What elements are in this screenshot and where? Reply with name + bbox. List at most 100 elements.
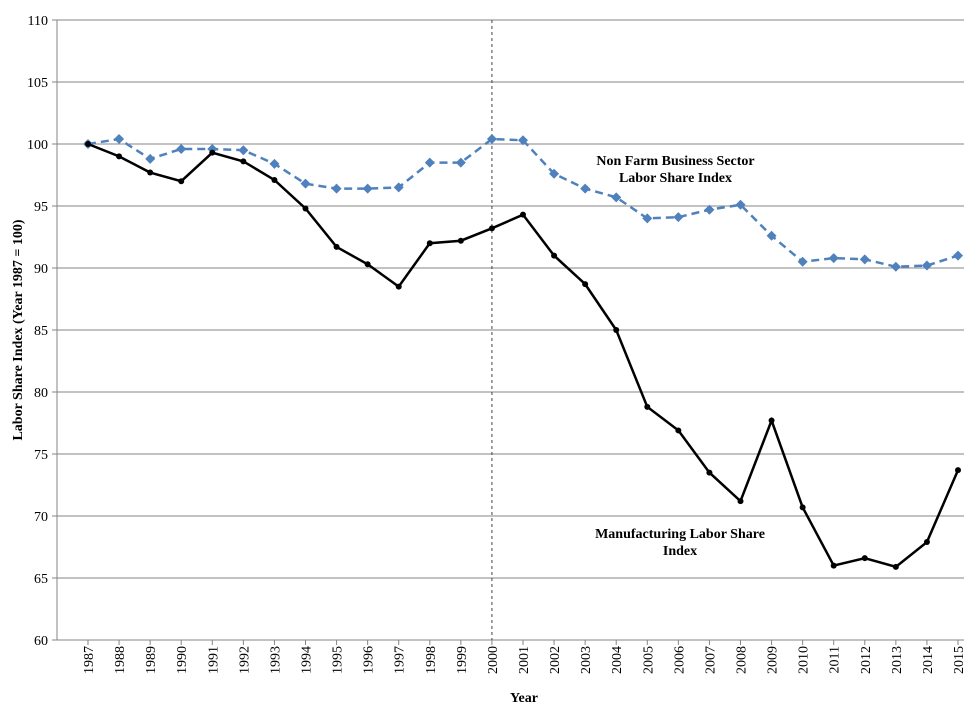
marker bbox=[673, 212, 684, 223]
marker bbox=[331, 183, 342, 194]
marker bbox=[953, 250, 963, 261]
marker bbox=[613, 327, 620, 333]
x-tick-label: 2009 bbox=[766, 646, 781, 674]
x-tick-label: 2001 bbox=[517, 646, 532, 674]
marker bbox=[797, 256, 808, 267]
y-tick-label: 95 bbox=[34, 200, 48, 215]
marker bbox=[675, 427, 682, 434]
x-tick-label: 2006 bbox=[672, 646, 687, 674]
y-tick-label: 65 bbox=[34, 572, 48, 587]
marker bbox=[828, 253, 839, 264]
x-tick-label: 1992 bbox=[237, 646, 252, 674]
marker bbox=[209, 149, 216, 156]
series-label: Manufacturing Labor Share Index bbox=[595, 527, 765, 559]
x-tick-label: 1991 bbox=[206, 646, 221, 674]
marker bbox=[145, 153, 156, 164]
marker bbox=[238, 145, 249, 156]
marker bbox=[116, 153, 123, 160]
marker bbox=[642, 213, 653, 224]
marker bbox=[551, 252, 558, 259]
marker bbox=[269, 158, 280, 169]
x-tick-label: 1996 bbox=[362, 646, 377, 674]
x-tick-label: 2002 bbox=[548, 646, 563, 674]
x-tick-label: 2013 bbox=[890, 646, 905, 674]
marker bbox=[892, 563, 899, 570]
marker bbox=[395, 283, 402, 290]
marker bbox=[768, 417, 775, 424]
marker bbox=[735, 199, 746, 210]
x-tick-label: 1987 bbox=[82, 646, 97, 674]
x-tick-label: 2007 bbox=[703, 646, 718, 674]
y-axis-title: Labor Share Index (Year 1987 = 100) bbox=[11, 219, 26, 440]
x-tick-label: 2004 bbox=[610, 646, 625, 674]
x-tick-label: 1999 bbox=[455, 646, 470, 674]
x-tick-label: 1995 bbox=[331, 646, 346, 674]
marker bbox=[923, 539, 930, 546]
marker bbox=[455, 157, 466, 168]
marker bbox=[302, 205, 309, 212]
x-tick-label: 1993 bbox=[268, 646, 283, 674]
x-tick-label: 1998 bbox=[424, 646, 439, 674]
y-tick-label: 90 bbox=[34, 262, 48, 277]
x-tick-label: 2015 bbox=[952, 646, 964, 674]
marker bbox=[240, 158, 247, 165]
x-tick-label: 2012 bbox=[859, 646, 874, 674]
marker bbox=[393, 182, 404, 193]
marker bbox=[114, 134, 125, 145]
marker bbox=[706, 469, 713, 476]
marker bbox=[176, 143, 187, 154]
marker bbox=[799, 504, 806, 511]
marker bbox=[364, 261, 371, 268]
x-tick-label: 2014 bbox=[921, 646, 936, 674]
marker bbox=[955, 467, 961, 474]
marker bbox=[704, 204, 715, 215]
marker bbox=[737, 498, 744, 505]
marker bbox=[520, 211, 526, 218]
y-tick-label: 100 bbox=[27, 138, 48, 153]
marker bbox=[426, 240, 433, 247]
x-tick-label: 1994 bbox=[300, 646, 315, 674]
x-tick-label: 2005 bbox=[641, 646, 656, 674]
x-tick-label: 1988 bbox=[113, 646, 128, 674]
x-tick-label: 1989 bbox=[144, 646, 159, 674]
marker bbox=[861, 555, 868, 562]
marker bbox=[300, 178, 311, 189]
y-tick-label: 105 bbox=[27, 76, 48, 91]
marker bbox=[178, 178, 185, 185]
x-tick-label: 2003 bbox=[579, 646, 594, 674]
marker bbox=[611, 192, 622, 203]
marker bbox=[271, 176, 278, 183]
marker bbox=[362, 183, 373, 194]
marker bbox=[580, 183, 591, 194]
y-tick-label: 110 bbox=[28, 14, 48, 29]
marker bbox=[486, 134, 497, 145]
marker bbox=[766, 230, 777, 241]
y-tick-label: 75 bbox=[34, 448, 48, 463]
marker bbox=[85, 141, 91, 147]
marker bbox=[518, 135, 528, 146]
marker bbox=[644, 403, 651, 410]
x-tick-label: 2010 bbox=[797, 646, 812, 674]
marker bbox=[457, 237, 464, 244]
x-tick-label: 2000 bbox=[486, 646, 501, 674]
y-tick-label: 60 bbox=[34, 634, 48, 649]
x-axis-title: Year bbox=[510, 691, 538, 706]
marker bbox=[859, 254, 870, 265]
marker bbox=[333, 243, 340, 250]
series-line bbox=[87, 142, 960, 569]
x-tick-label: 2008 bbox=[735, 646, 750, 674]
marker bbox=[830, 562, 837, 569]
marker bbox=[921, 260, 932, 271]
y-tick-label: 70 bbox=[34, 510, 48, 525]
x-tick-label: 1990 bbox=[175, 646, 190, 674]
y-tick-label: 85 bbox=[34, 324, 48, 339]
series-label: Non Farm Business Sector Labor Share Ind… bbox=[596, 154, 755, 186]
marker bbox=[890, 261, 901, 272]
series-line bbox=[87, 137, 959, 269]
marker bbox=[549, 168, 560, 179]
marker bbox=[424, 157, 435, 168]
x-tick-label: 1997 bbox=[393, 646, 408, 674]
x-tick-label: 2011 bbox=[828, 646, 843, 673]
